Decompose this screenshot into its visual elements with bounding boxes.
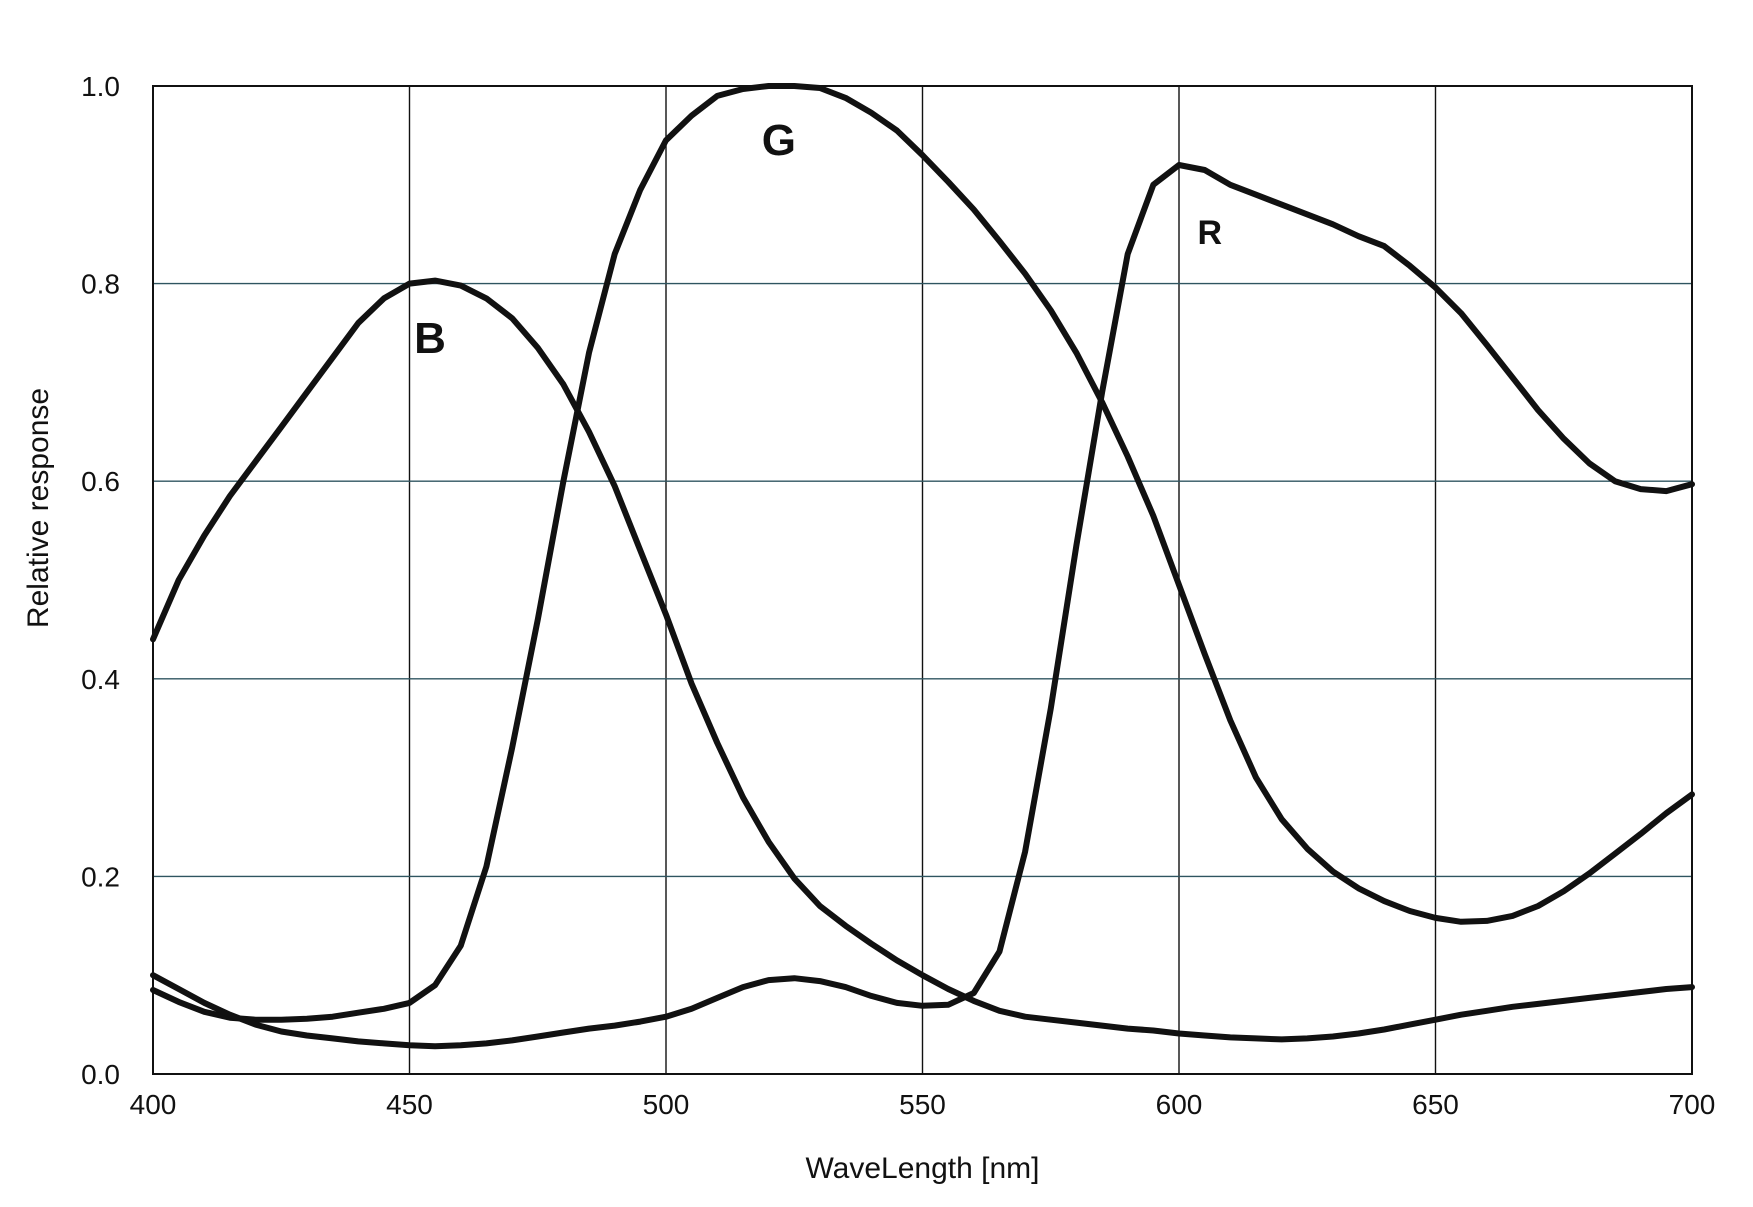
- y-axis-label: Relative response: [22, 388, 55, 628]
- curve-label-g: G: [762, 116, 796, 165]
- x-tick-label: 600: [1156, 1089, 1203, 1120]
- y-tick-label: 1.0: [81, 71, 120, 102]
- x-axis-label: WaveLength [nm]: [805, 1152, 1039, 1185]
- series-line-b: [150, 277, 1695, 1043]
- x-tick-label: 550: [899, 1089, 946, 1120]
- x-tick-label: 400: [130, 1089, 177, 1120]
- y-tick-label: 0.8: [81, 269, 120, 300]
- x-tick-label: 700: [1669, 1089, 1716, 1120]
- curve-labels: B G R: [414, 116, 1222, 363]
- y-tick-label: 0.0: [81, 1059, 120, 1090]
- gridlines: [152, 85, 1693, 1075]
- curve-label-b: B: [414, 314, 446, 363]
- curve-label-r: R: [1197, 214, 1222, 252]
- series-lines: [150, 83, 1695, 1050]
- y-tick-label: 0.4: [81, 664, 120, 695]
- x-tick-label: 500: [643, 1089, 690, 1120]
- x-tick-label: 450: [386, 1089, 433, 1120]
- y-tick-label: 0.2: [81, 861, 120, 892]
- x-tick-label: 650: [1412, 1089, 1459, 1120]
- tick-labels: 400 450 500 550 600 650 700 0.0 0.2 0.4 0.6 0.8 1.0: [81, 71, 1715, 1120]
- series-line-g: [150, 83, 1695, 1023]
- plot-frame: [152, 85, 1693, 1075]
- series-line-r: [150, 162, 1695, 1050]
- y-tick-label: 0.6: [81, 466, 120, 497]
